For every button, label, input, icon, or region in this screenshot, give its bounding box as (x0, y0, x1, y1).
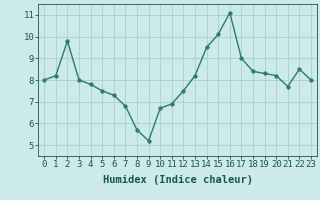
X-axis label: Humidex (Indice chaleur): Humidex (Indice chaleur) (103, 175, 252, 185)
